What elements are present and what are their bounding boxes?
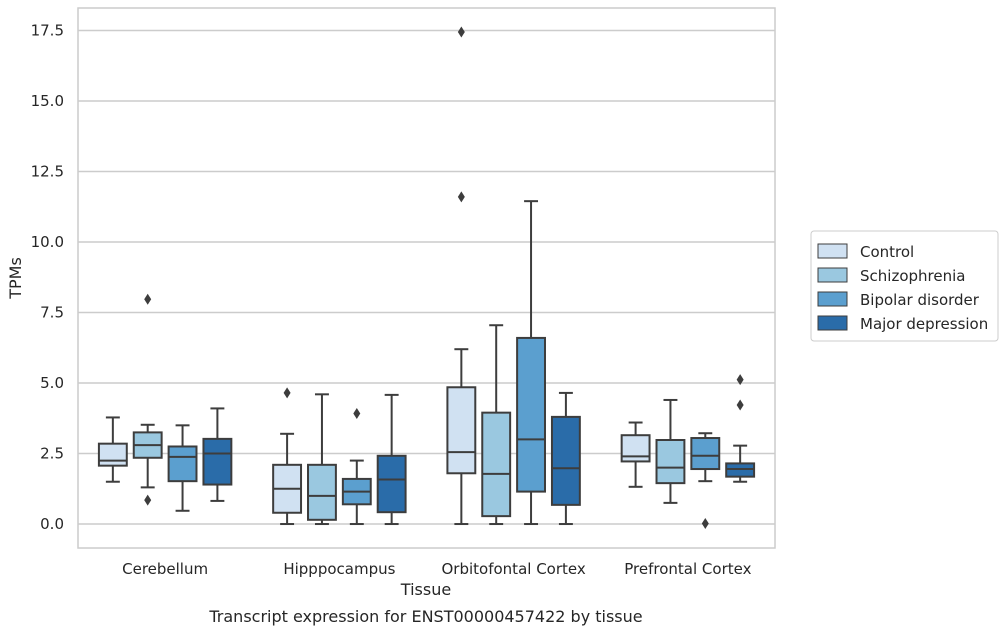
box-3-1 — [655, 398, 686, 504]
x-tick-label: Cerebellum — [122, 560, 208, 578]
outlier-point — [144, 494, 152, 506]
outlier-point — [457, 191, 465, 203]
box-iqr — [97, 442, 128, 467]
y-tick-label: 10.0 — [31, 233, 64, 251]
legend-label: Schizophrenia — [860, 267, 965, 285]
box-1-2 — [341, 407, 372, 526]
legend-swatch — [817, 243, 848, 259]
outlier-point — [144, 293, 152, 305]
box-iqr — [167, 445, 198, 483]
legend: Control Schizophrenia Bipolar disorder Majo… — [810, 230, 999, 342]
legend-label: Bipolar disorder — [860, 291, 980, 309]
box-iqr — [620, 434, 651, 463]
box-iqr — [307, 463, 337, 521]
box-1-1 — [307, 393, 337, 526]
legend-swatch — [817, 315, 848, 331]
y-tick-label: 7.5 — [40, 304, 64, 322]
box-2-0 — [446, 26, 477, 526]
y-axis-title: TPMs — [6, 257, 25, 300]
y-tick-label: 12.5 — [31, 163, 64, 181]
legend-label: Control — [860, 243, 914, 261]
x-tick-label: Orbitofontal Cortex — [442, 560, 586, 578]
y-tick-label: 0.0 — [40, 515, 64, 533]
outlier-point — [736, 374, 744, 386]
box-0-2 — [167, 424, 198, 512]
x-tick-labels: Cerebellum Hipppocampus Orbitofontal Corte… — [122, 560, 751, 578]
figure-caption: Transcript expression for ENST0000045742… — [208, 607, 642, 626]
outlier-point — [283, 387, 291, 399]
box-0-3 — [202, 407, 233, 502]
box-iqr — [481, 411, 512, 518]
box-3-0 — [620, 421, 651, 488]
x-axis-title: Tissue — [400, 580, 451, 599]
box-1-3 — [376, 393, 407, 526]
box-iqr — [202, 437, 233, 486]
y-tick-label: 15.0 — [31, 92, 64, 110]
boxes — [97, 26, 756, 529]
outlier-point — [701, 517, 709, 529]
legend-label: Major depression — [860, 315, 988, 333]
box-2-3 — [550, 391, 581, 526]
box-1-0 — [272, 387, 303, 526]
plot-frame — [77, 7, 776, 549]
box-iqr — [376, 454, 407, 514]
y-tick-labels: 0.0 2.5 5.0 7.5 10.0 12.5 15.0 17.5 — [31, 22, 64, 533]
box-2-2 — [516, 200, 546, 526]
box-iqr — [446, 386, 477, 475]
legend-swatch — [817, 291, 848, 307]
box-0-0 — [97, 416, 128, 483]
outlier-point — [736, 399, 744, 411]
y-tick-label: 17.5 — [31, 22, 64, 40]
x-tick-label: Hipppocampus — [283, 560, 395, 578]
box-2-1 — [481, 324, 512, 526]
outlier-point — [457, 26, 465, 38]
box-0-1 — [132, 293, 163, 506]
y-tick-label: 5.0 — [40, 374, 64, 392]
box-iqr — [690, 437, 721, 471]
box-iqr — [655, 439, 686, 485]
box-3-2 — [690, 432, 721, 529]
box-iqr — [550, 415, 581, 506]
box-3-3 — [725, 374, 756, 483]
legend-frame — [810, 230, 999, 342]
x-tick-label: Prefrontal Cortex — [624, 560, 751, 578]
legend-swatch — [817, 267, 848, 283]
outlier-point — [353, 407, 361, 419]
y-tick-label: 2.5 — [40, 445, 64, 463]
box-iqr — [516, 336, 546, 493]
